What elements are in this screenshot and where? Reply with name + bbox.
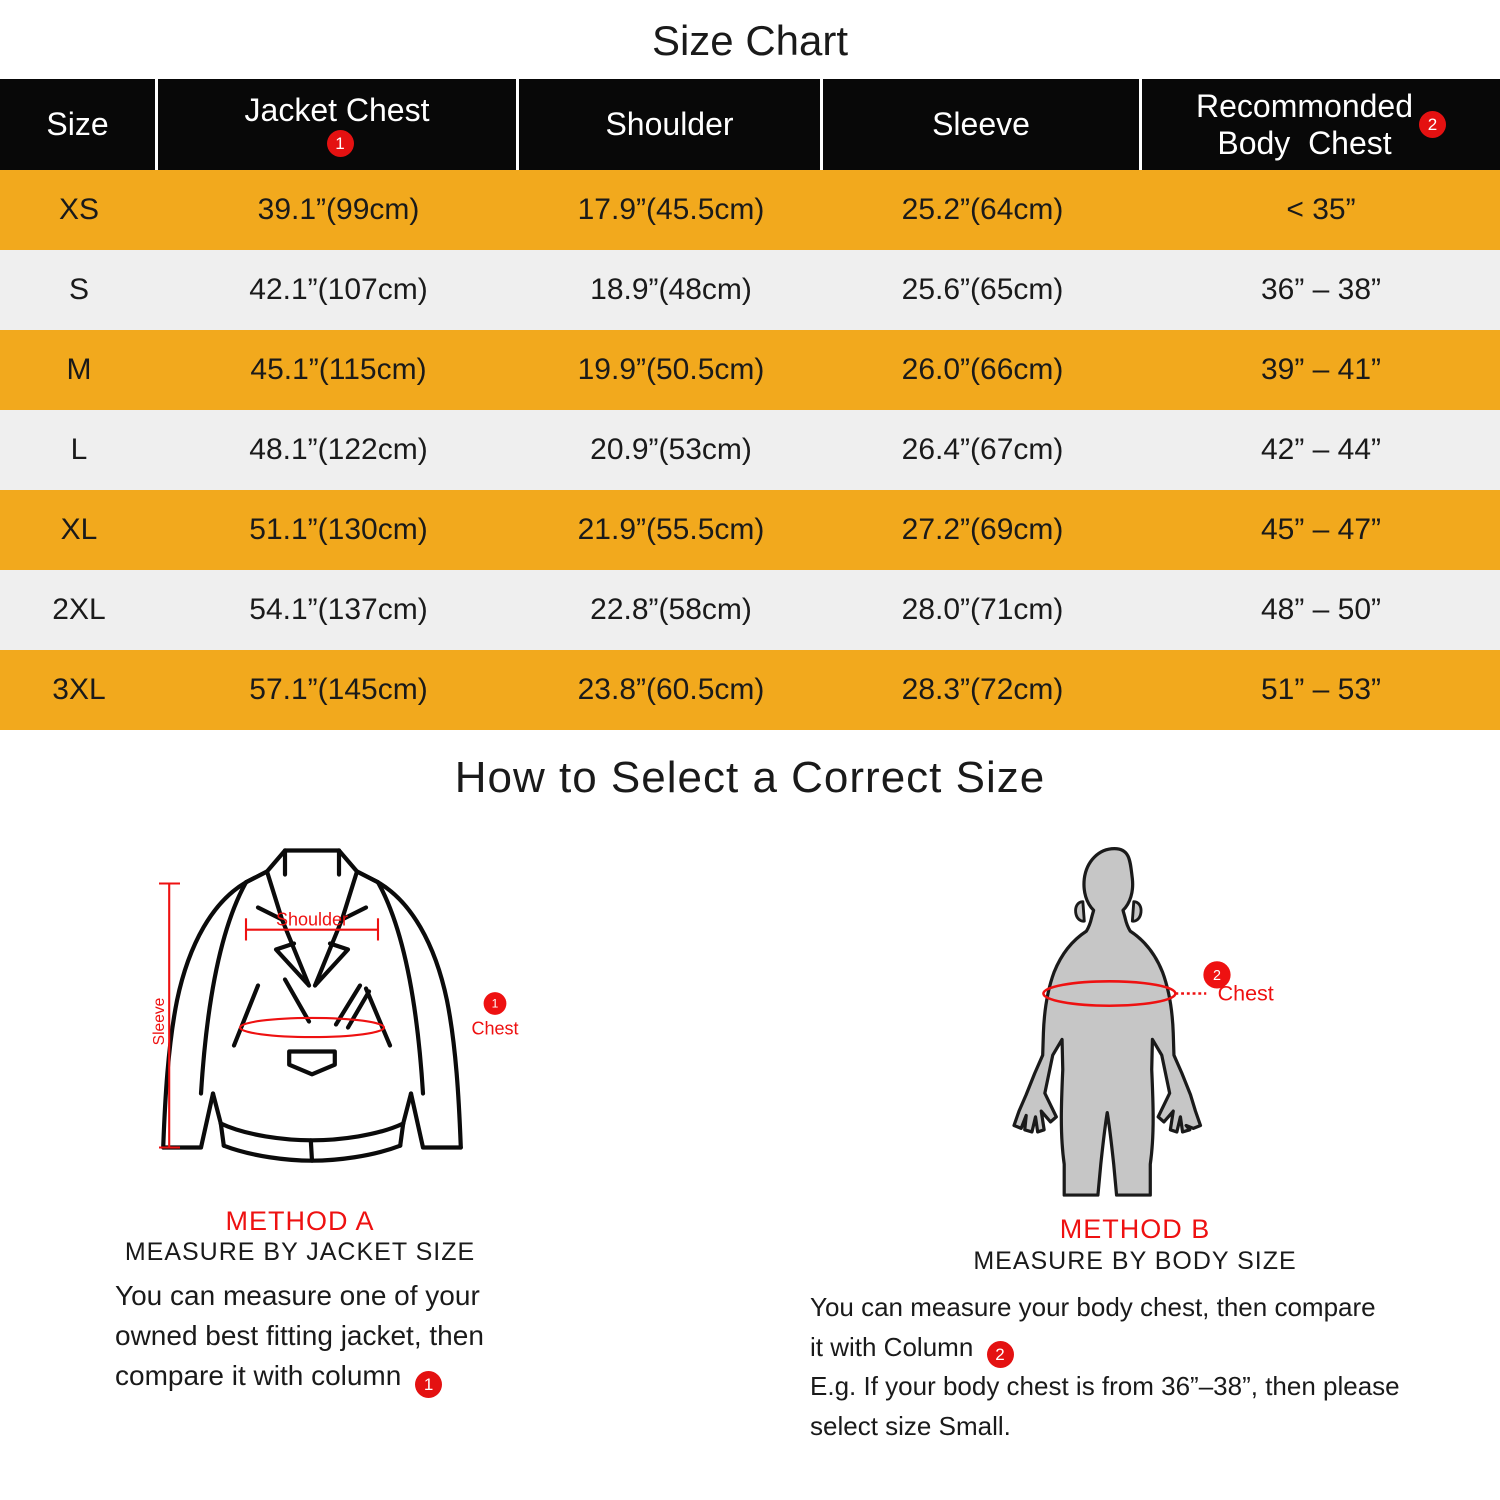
svg-text:Chest: Chest bbox=[1218, 982, 1274, 1006]
svg-text:Sleeve: Sleeve bbox=[151, 998, 168, 1046]
svg-text:Chest: Chest bbox=[471, 1019, 518, 1039]
svg-text:Shoulder: Shoulder bbox=[276, 910, 348, 930]
svg-text:1: 1 bbox=[492, 997, 499, 1011]
